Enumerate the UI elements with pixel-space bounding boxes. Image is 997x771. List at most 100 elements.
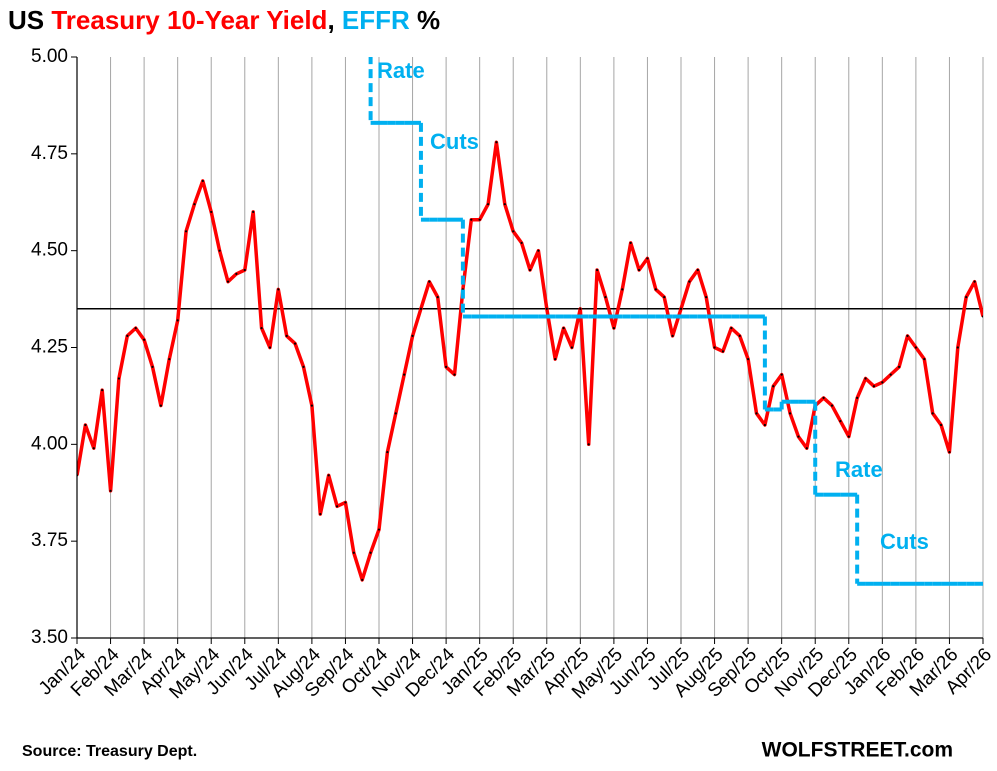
yield-point: [965, 296, 968, 299]
yield-point: [679, 307, 683, 310]
yield-point: [973, 280, 976, 283]
yield-point: [184, 230, 188, 233]
yield-point: [931, 412, 934, 415]
yield-point: [210, 210, 213, 214]
yield-point: [562, 327, 565, 330]
yield-point: [822, 396, 825, 399]
yield-point: [436, 296, 439, 299]
yield-point: [411, 334, 414, 337]
yield-point: [939, 423, 943, 427]
yield-point: [285, 334, 288, 337]
yield-point: [369, 551, 372, 554]
yield-point: [277, 288, 280, 291]
yield-point: [226, 280, 230, 283]
yield-point: [587, 443, 590, 446]
yield-point: [554, 358, 557, 361]
yield-point: [654, 288, 657, 291]
yield-point: [755, 412, 758, 415]
yield-point: [344, 501, 347, 504]
yield-point: [268, 346, 272, 349]
yield-point: [797, 435, 800, 438]
title-part: ,: [327, 5, 334, 35]
yield-point: [92, 447, 95, 450]
yield-point: [403, 373, 406, 376]
yield-point: [235, 272, 238, 276]
yield-point: [713, 346, 716, 349]
y-tick-label: 4.50: [31, 240, 68, 261]
yield-point: [503, 203, 506, 206]
yield-point: [604, 296, 607, 299]
y-tick-label: 4.00: [31, 433, 68, 454]
y-tick-label: 4.75: [31, 143, 68, 164]
yield-point: [327, 474, 330, 477]
yield-point: [621, 288, 624, 291]
yield-point: [478, 218, 481, 221]
yield-point: [772, 385, 775, 388]
yield-point: [696, 268, 699, 272]
yield-point: [319, 512, 322, 516]
annotation: Rate: [835, 457, 883, 482]
yield-point: [394, 412, 397, 415]
yield-point: [889, 373, 892, 376]
yield-point: [126, 334, 129, 337]
yield-point: [881, 381, 884, 384]
yield-point: [151, 365, 154, 368]
yield-point: [839, 419, 842, 423]
yield-point: [847, 435, 850, 438]
yield-point: [470, 218, 473, 221]
title-series: EFFR: [342, 5, 410, 35]
annotation: Cuts: [430, 129, 479, 154]
yield-point: [143, 338, 146, 341]
yield-point: [495, 141, 498, 144]
yield-point: [747, 358, 750, 361]
yield-point: [134, 327, 137, 330]
yield-point: [830, 404, 834, 407]
yield-point: [688, 280, 691, 283]
grid-layer: [110, 57, 984, 638]
yield-point: [520, 241, 523, 245]
yield-point: [361, 578, 364, 582]
yield-point: [193, 203, 196, 206]
annotation: Cuts: [880, 529, 929, 554]
yield-point: [294, 342, 297, 345]
yield-point: [419, 307, 423, 310]
yield-point: [252, 210, 255, 214]
yield-point: [528, 268, 532, 272]
yield-point: [956, 346, 959, 349]
title-part: %: [417, 5, 440, 35]
yield-point: [914, 346, 917, 349]
yield-point: [856, 396, 859, 399]
yield-point: [537, 249, 540, 252]
yield-point: [377, 528, 381, 531]
y-tick-label: 4.25: [31, 337, 68, 358]
yield-point: [84, 423, 87, 427]
yield-point: [721, 350, 725, 353]
yield-point: [117, 377, 121, 380]
yield-point: [201, 179, 204, 183]
yield-line: [77, 140, 983, 582]
plot-clip: [77, 57, 983, 586]
yield-point: [302, 365, 305, 368]
source: Source: Treasury Dept.: [22, 743, 197, 760]
yield-point: [109, 489, 112, 492]
yield-point: [864, 377, 867, 380]
yield-point: [579, 307, 582, 310]
yield-point: [243, 268, 246, 272]
yield-point: [788, 412, 792, 415]
yield-point: [168, 358, 171, 361]
chart-title: US Treasury 10-Year Yield, EFFR %: [8, 5, 440, 35]
yield-point: [310, 404, 313, 407]
yield-point: [445, 365, 448, 368]
yield-point: [705, 296, 708, 299]
yield-point: [763, 423, 766, 427]
title-series: Treasury 10-Year Yield: [51, 5, 327, 35]
yield-point: [545, 307, 548, 310]
yield-point: [805, 447, 808, 450]
yield-point: [948, 450, 951, 454]
yield-point: [486, 203, 490, 206]
yield-point: [738, 334, 741, 337]
yield-point: [218, 249, 221, 252]
yield-point: [780, 373, 783, 376]
yield-point: [453, 373, 456, 376]
yield-point: [260, 327, 263, 330]
